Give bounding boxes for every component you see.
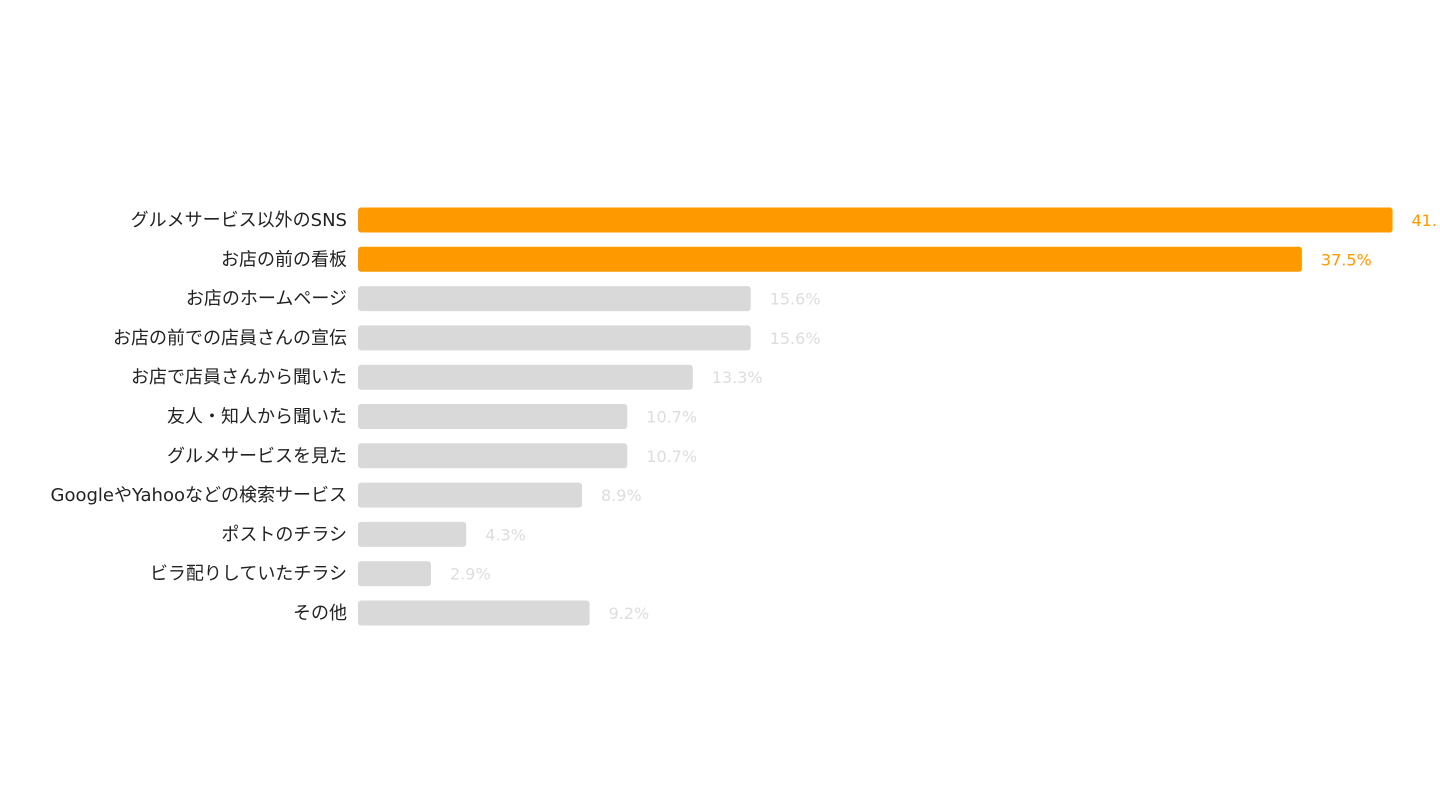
bar-2 [358, 286, 751, 312]
category-labels-layer: グルメサービス以外のSNS お店の前の看板お店のホームページお店の前での店員さんの… [51, 210, 347, 624]
category-label-9: ビラ配りしていたチラシ [150, 564, 347, 585]
bars-layer [358, 207, 1393, 626]
category-label-8: ポストのチラシ [221, 524, 347, 545]
bar-3 [358, 325, 751, 351]
bar-6 [358, 443, 628, 469]
category-label-2: お店のホームページ [186, 289, 347, 310]
value-label-10: 9.2% [609, 604, 650, 623]
value-label-9: 2.9% [450, 565, 491, 584]
value-label-4: 13.3% [712, 368, 763, 387]
category-label-7: GoogleやYahooなどの検索サービス [51, 485, 347, 506]
bar-10 [358, 600, 590, 626]
value-label-0: 41. [1412, 211, 1437, 230]
category-label-4: お店で店員さんから聞いた [131, 367, 347, 388]
category-label-5: 友人・知人から聞いた [167, 407, 347, 428]
bar-1 [358, 246, 1302, 272]
bar-5 [358, 404, 628, 429]
bar-8 [358, 521, 467, 547]
bar-7 [358, 482, 582, 508]
value-label-6: 10.7% [646, 447, 697, 466]
value-label-3: 15.6% [770, 329, 821, 348]
bar-0 [358, 207, 1393, 233]
category-label-3: お店の前での店員さんの宣伝 [113, 328, 347, 349]
bar-9 [358, 561, 431, 587]
category-label-1: お店の前の看板 [221, 249, 347, 270]
value-label-1: 37.5% [1321, 250, 1372, 269]
value-label-8: 4.3% [485, 525, 526, 544]
value-label-2: 15.6% [770, 290, 821, 309]
value-label-5: 10.7% [646, 408, 697, 427]
category-label-0: グルメサービス以外のSNS [131, 210, 347, 231]
value-labels-layer: 41. 37.5% 15.6% 15.6% 13.3% 10.7% 10.7% 8.9% 4.3… [450, 211, 1437, 623]
category-label-10: その他 [293, 603, 347, 624]
bar-4 [358, 364, 693, 390]
value-label-7: 8.9% [601, 486, 642, 505]
category-label-6: グルメサービスを見た [167, 446, 347, 467]
